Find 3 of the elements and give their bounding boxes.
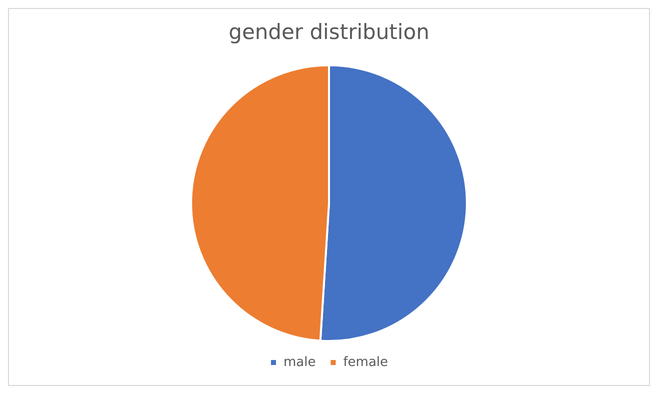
legend-label: female — [343, 354, 388, 370]
chart-title: gender distribution — [228, 20, 430, 44]
legend-label: male — [283, 354, 316, 370]
